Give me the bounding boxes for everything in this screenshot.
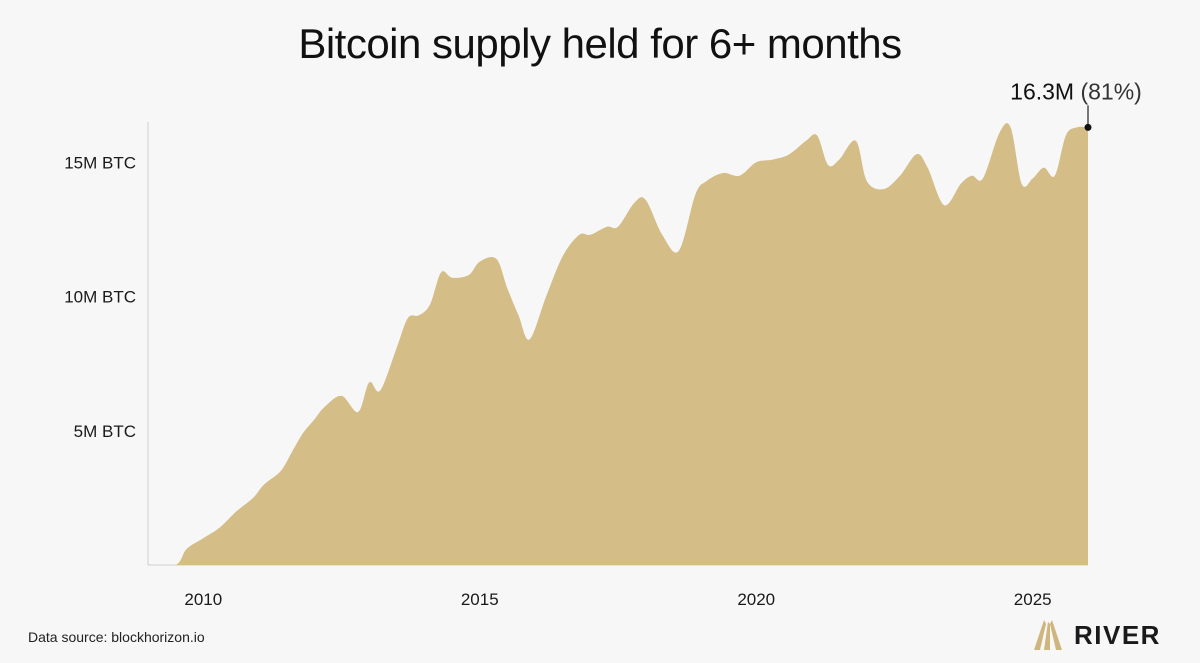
brand-logo: RIVER xyxy=(1030,618,1161,652)
supply-area-series xyxy=(148,123,1088,566)
x-tick-label: 2020 xyxy=(737,590,775,609)
annotation-label: 16.3M (81%) xyxy=(1010,78,1142,104)
annotation-percent: (81%) xyxy=(1080,78,1141,104)
annotation-value: 16.3M xyxy=(1010,78,1080,104)
data-source-note: Data source: blockhorizon.io xyxy=(28,629,205,645)
x-tick-label: 2010 xyxy=(184,590,222,609)
x-tick-label: 2015 xyxy=(461,590,499,609)
brand-name: RIVER xyxy=(1074,619,1161,650)
chart-title: Bitcoin supply held for 6+ months xyxy=(298,20,902,67)
y-tick-label: 15M BTC xyxy=(64,153,136,172)
latest-value-annotation: 16.3M (81%) xyxy=(1010,78,1142,131)
x-tick-label: 2025 xyxy=(1014,590,1052,609)
river-logo-icon xyxy=(1034,620,1062,650)
annotation-dot xyxy=(1084,123,1092,131)
y-tick-label: 5M BTC xyxy=(74,422,136,441)
y-tick-label: 10M BTC xyxy=(64,288,136,307)
